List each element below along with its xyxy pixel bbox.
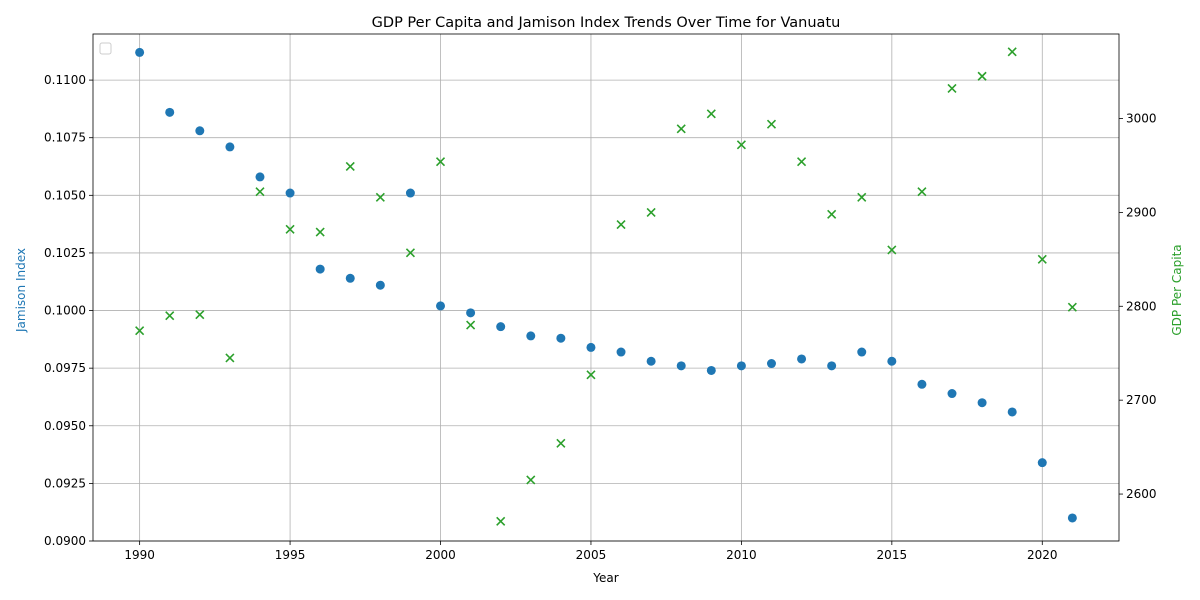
y-tick-label-right: 2800 (1126, 299, 1157, 313)
gdp-per-capita-point (1067, 302, 1077, 312)
jamison-index-point (646, 356, 656, 366)
gdp-per-capita-point (466, 320, 476, 330)
jamison-index-point (405, 188, 415, 198)
gdp-per-capita-point (496, 516, 506, 526)
jamison-index-point (285, 188, 295, 198)
jamison-index-point (766, 359, 776, 369)
y-tick-label-left: 0.1100 (44, 73, 86, 87)
x-tick-label: 1995 (275, 548, 306, 562)
jamison-index-point (195, 126, 205, 136)
jamison-index-point (315, 264, 325, 274)
gdp-per-capita-point (556, 438, 566, 448)
jamison-index-point (736, 361, 746, 371)
gdp-per-capita-point (676, 124, 686, 134)
jamison-index-point (706, 365, 716, 375)
jamison-index-point (887, 356, 897, 366)
gdp-per-capita-point (135, 326, 145, 336)
gdp-per-capita-series (135, 47, 1077, 526)
y-tick-label-left: 0.1050 (44, 188, 86, 202)
gdp-per-capita-point (255, 187, 265, 197)
jamison-index-point (917, 379, 927, 389)
jamison-index-point (255, 172, 265, 182)
gdp-per-capita-point (857, 192, 867, 202)
gdp-per-capita-point (285, 224, 295, 234)
gdp-per-capita-point (917, 187, 927, 197)
plot-frame (92, 33, 1120, 542)
y-tick-label-right: 3000 (1126, 112, 1157, 126)
y-axis-label-right: GDP Per Capita (1170, 244, 1184, 335)
gdp-per-capita-point (977, 71, 987, 81)
jamison-index-point (616, 347, 626, 357)
jamison-index-point (436, 301, 446, 311)
jamison-index-point (345, 273, 355, 283)
legend-box (99, 42, 112, 55)
y-tick-label-right: 2600 (1126, 487, 1157, 501)
gdp-per-capita-point (947, 83, 957, 94)
jamison-index-point (225, 142, 235, 152)
x-tick-label: 2015 (877, 548, 908, 562)
gdp-per-capita-point (225, 353, 235, 363)
y-tick-label-left: 0.0925 (44, 476, 86, 490)
gdp-per-capita-point (165, 311, 175, 321)
x-axis-label: Year (592, 571, 618, 585)
gdp-per-capita-point (887, 245, 897, 255)
gdp-per-capita-point (616, 220, 626, 230)
gdp-per-capita-point (827, 209, 837, 219)
gdp-per-capita-point (526, 475, 536, 485)
grid (93, 34, 1119, 542)
gdp-per-capita-point (315, 227, 325, 237)
gdp-per-capita-point (1007, 47, 1017, 57)
gdp-per-capita-point (736, 140, 746, 150)
y-tick-label-left: 0.1000 (44, 304, 86, 318)
y-tick-label-left: 0.1075 (44, 131, 86, 145)
jamison-index-point (375, 280, 385, 290)
x-tick-label: 2000 (425, 548, 456, 562)
y-tick-label-left: 0.1025 (44, 246, 86, 260)
gdp-per-capita-point (706, 109, 716, 119)
gdp-per-capita-point (375, 192, 385, 202)
jamison-index-point (556, 333, 566, 343)
gdp-per-capita-point (1037, 254, 1047, 264)
jamison-index-point (165, 107, 175, 117)
y-tick-label-right: 2700 (1126, 393, 1157, 407)
jamison-index-point (827, 361, 837, 371)
jamison-index-point (586, 342, 596, 352)
gdp-per-capita-point (405, 248, 415, 258)
gdp-per-capita-point (797, 157, 807, 167)
jamison-index-point (526, 331, 536, 341)
jamison-index-series (135, 47, 1077, 523)
y-tick-label-right: 2900 (1126, 205, 1157, 219)
jamison-index-point (1067, 513, 1077, 523)
gdp-per-capita-point (766, 119, 777, 129)
jamison-index-point (496, 322, 506, 332)
gdp-per-capita-point (435, 157, 446, 167)
y-tick-label-left: 0.0900 (44, 534, 86, 548)
y-tick-label-left: 0.0950 (44, 419, 86, 433)
jamison-index-point (797, 354, 807, 364)
axes: 1990 1995 2000 2005 2010 2015 2020 0.0900 0.0925… (44, 33, 1157, 562)
y-tick-label-left: 0.0975 (44, 361, 86, 375)
x-tick-label: 1990 (124, 548, 155, 562)
jamison-index-point (466, 308, 476, 318)
jamison-index-point (977, 398, 987, 408)
jamison-index-point (947, 389, 957, 399)
chart-title: GDP Per Capita and Jamison Index Trends … (372, 15, 841, 31)
jamison-index-point (1037, 458, 1047, 468)
jamison-index-point (676, 361, 686, 371)
jamison-index-point (1007, 407, 1017, 417)
gdp-per-capita-point (195, 310, 205, 320)
x-tick-label: 2010 (726, 548, 757, 562)
gdp-per-capita-point (646, 207, 656, 217)
jamison-index-point (857, 347, 867, 357)
jamison-index-point (135, 47, 145, 57)
x-tick-label: 2020 (1027, 548, 1058, 562)
gdp-per-capita-point (345, 161, 355, 171)
gdp-per-capita-point (586, 370, 596, 380)
x-tick-label: 2005 (576, 548, 607, 562)
y-axis-label-left: Jamison Index (14, 248, 28, 333)
